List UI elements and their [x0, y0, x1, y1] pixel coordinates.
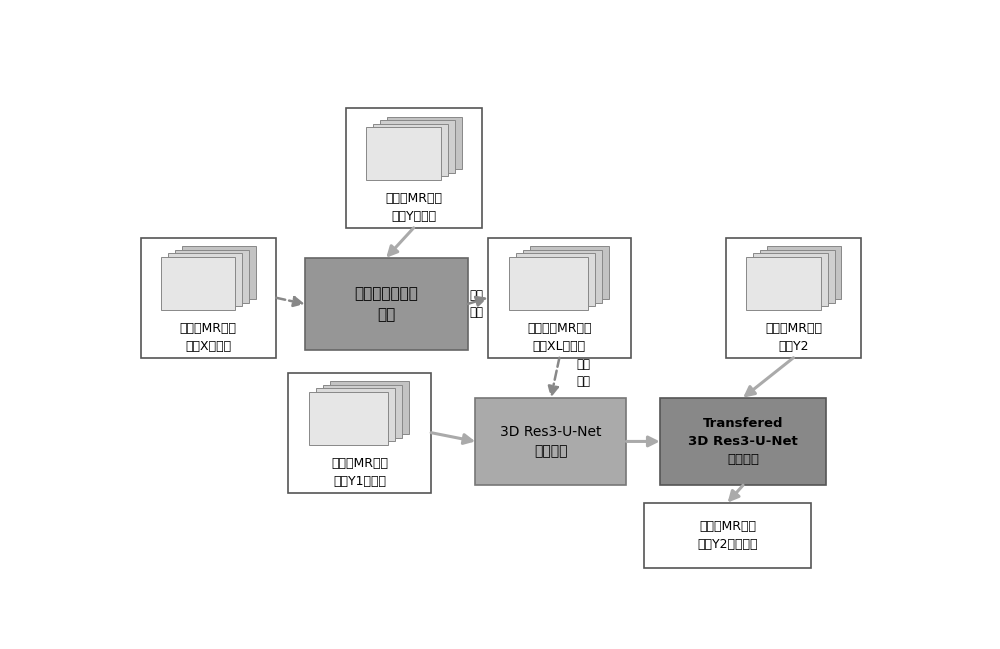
Bar — [523, 250, 602, 302]
Text: 循环生成式对抗
网络: 循环生成式对抗 网络 — [354, 286, 418, 322]
Bar — [161, 257, 235, 310]
Bar — [330, 382, 409, 434]
Bar — [175, 250, 249, 302]
Text: 低场强MR胃部
影像Y1及标签: 低场强MR胃部 影像Y1及标签 — [331, 457, 388, 488]
Text: Transfered
3D Res3-U-Net
分割网络: Transfered 3D Res3-U-Net 分割网络 — [688, 417, 798, 466]
Text: 迁移
学习: 迁移 学习 — [576, 358, 590, 387]
Bar — [746, 257, 821, 310]
Bar — [530, 247, 609, 299]
Bar — [366, 127, 441, 180]
Bar — [753, 254, 828, 306]
Text: 低场强MR胃部
影像Y2分割结果: 低场强MR胃部 影像Y2分割结果 — [697, 520, 758, 550]
Text: 图像
增强: 图像 增强 — [470, 289, 484, 319]
Bar — [309, 392, 388, 445]
Bar — [726, 238, 861, 358]
Text: 3D Res3-U-Net
分割网络: 3D Res3-U-Net 分割网络 — [500, 424, 602, 458]
Bar — [660, 398, 826, 485]
Bar — [380, 120, 455, 173]
Bar — [516, 254, 595, 306]
Bar — [509, 257, 588, 310]
Bar — [760, 250, 835, 302]
Text: 低场强MR胃部
影像Y2: 低场强MR胃部 影像Y2 — [765, 322, 822, 353]
Bar — [767, 247, 841, 299]
Bar — [305, 258, 468, 350]
Bar — [288, 373, 431, 493]
Bar — [373, 123, 448, 177]
Bar — [168, 254, 242, 306]
Bar — [140, 238, 276, 358]
Bar — [182, 247, 256, 299]
Bar — [316, 388, 395, 441]
Bar — [346, 108, 482, 228]
Text: 低场强MR胃部
影像Y及标签: 低场强MR胃部 影像Y及标签 — [385, 192, 442, 223]
Bar — [387, 117, 462, 169]
Bar — [475, 398, 626, 485]
Text: 高场强MR胃部
影像X及标签: 高场强MR胃部 影像X及标签 — [180, 322, 237, 353]
Text: 伪低场强MR胃部
影像XL及标签: 伪低场强MR胃部 影像XL及标签 — [527, 322, 592, 353]
Bar — [644, 502, 811, 568]
Bar — [488, 238, 631, 358]
Bar — [323, 385, 402, 437]
